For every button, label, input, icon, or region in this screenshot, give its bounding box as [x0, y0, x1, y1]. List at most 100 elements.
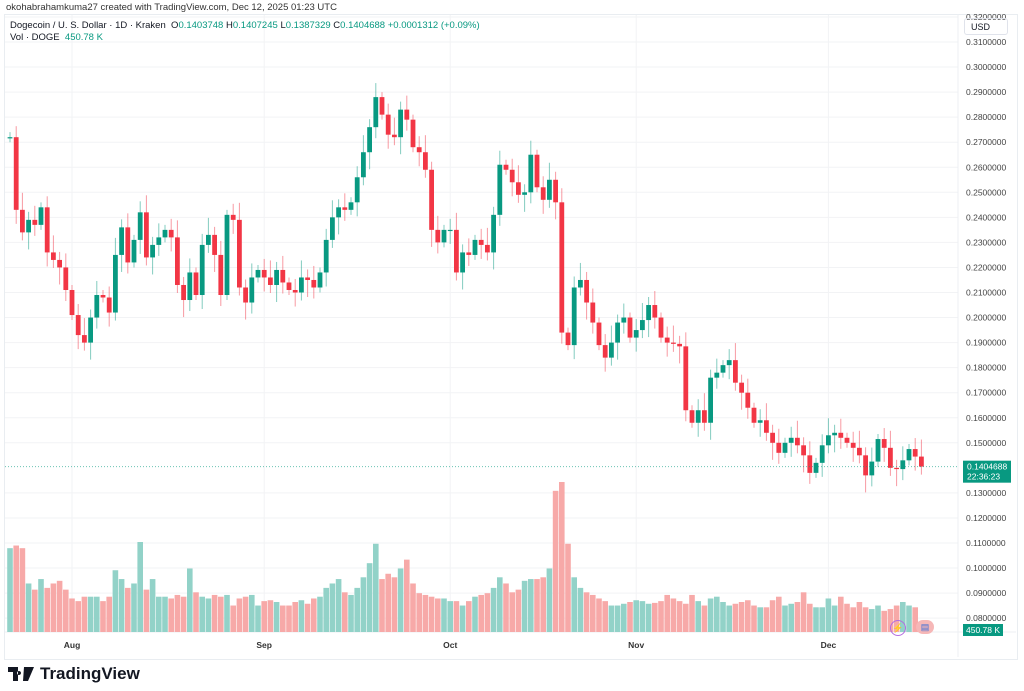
y-tick-label: 0.2300000: [966, 237, 1006, 247]
candle: [181, 276, 186, 318]
us-flag-icon[interactable]: ▤: [916, 620, 934, 634]
candle-body: [485, 244, 490, 253]
candle: [423, 135, 428, 178]
low-value: 0.1387329: [285, 20, 331, 31]
candle-body: [857, 447, 862, 456]
candle: [888, 430, 893, 476]
volume-bar: [596, 598, 602, 632]
candle-body: [664, 337, 670, 343]
candle-body: [881, 439, 887, 448]
low-label: L: [280, 20, 286, 31]
volume-bar: [131, 583, 137, 632]
candle: [863, 447, 868, 493]
candle-body: [150, 244, 155, 258]
candle: [447, 218, 453, 244]
volume-bar: [168, 598, 174, 632]
candle-body: [69, 289, 75, 316]
volume-bar: [342, 592, 348, 632]
candle: [206, 217, 211, 253]
candle-body: [63, 267, 69, 290]
y-tick-label: 0.3100000: [966, 37, 1006, 47]
candle-body: [13, 137, 19, 210]
candle-body: [621, 317, 627, 323]
candle-body: [361, 152, 366, 178]
volume-bar: [236, 598, 243, 632]
candle-body: [751, 407, 757, 423]
volume-bar: [397, 568, 404, 632]
candle-body: [838, 432, 844, 438]
volume-bar: [385, 573, 391, 632]
candle: [63, 253, 69, 302]
candle: [224, 209, 230, 301]
candle: [807, 441, 813, 484]
candle: [44, 196, 50, 267]
candle: [652, 290, 658, 329]
volume-bar: [683, 603, 689, 632]
candle-body: [168, 229, 174, 238]
volume-bar: [193, 592, 199, 632]
candle-body: [144, 212, 149, 258]
candle: [311, 265, 317, 299]
candle: [460, 244, 465, 290]
currency-selector[interactable]: USD: [964, 18, 1008, 35]
candle-body: [826, 435, 831, 446]
volume-bar: [391, 577, 398, 632]
volume-bar: [813, 607, 819, 632]
volume-bar: [38, 579, 44, 632]
symbol-title[interactable]: Dogecoin / U. S. Dollar · 1D · Kraken: [10, 20, 166, 31]
candle-body: [243, 287, 248, 303]
candle-body: [590, 302, 596, 323]
volume-bar: [441, 598, 447, 632]
volume-bar: [100, 601, 106, 632]
candle-body: [571, 287, 577, 346]
candle: [485, 227, 490, 261]
candle-body: [795, 437, 800, 446]
volume-bar: [732, 603, 739, 632]
candle: [677, 335, 682, 364]
candle: [540, 176, 546, 214]
last-price-value: 0.1404688: [967, 462, 1007, 472]
change-value: +0.0001312 (+0.09%): [387, 20, 480, 31]
candle-body: [199, 244, 205, 296]
y-tick-label: 0.1500000: [966, 438, 1006, 448]
candle-body: [330, 217, 335, 240]
volume-bar: [763, 607, 770, 632]
candle-body: [410, 119, 416, 148]
x-tick-label: Sep: [256, 640, 272, 650]
volume-bar: [577, 587, 584, 632]
volume-bar: [540, 577, 546, 632]
y-tick-label: 0.1000000: [966, 563, 1006, 573]
candle-body: [447, 229, 453, 232]
volume-bar: [838, 596, 844, 632]
candle-body: [119, 227, 124, 255]
chart-legend: Dogecoin / U. S. Dollar · 1D · Kraken O0…: [10, 20, 480, 44]
volume-bar: [875, 605, 881, 632]
volume-bar: [143, 589, 150, 632]
candle-body: [181, 284, 186, 301]
candle: [168, 218, 174, 252]
tradingview-logo[interactable]: TradingView: [8, 664, 140, 684]
volume-bar: [218, 596, 224, 632]
candle: [392, 117, 397, 146]
candle: [733, 343, 738, 391]
candle: [113, 237, 118, 321]
candle: [26, 211, 31, 250]
volume-bar: [633, 600, 639, 632]
volume-badge: [963, 624, 1003, 636]
candle: [230, 203, 236, 234]
lightning-icon[interactable]: ⚡: [890, 620, 906, 636]
candle: [199, 233, 205, 310]
candle: [261, 258, 267, 292]
volume-bar: [503, 583, 509, 632]
volume-bar: [81, 596, 88, 632]
candle-body: [342, 207, 348, 210]
volume-bar: [360, 577, 367, 632]
y-tick-label: 0.2600000: [966, 162, 1006, 172]
volume-bar: [869, 609, 875, 632]
y-tick-label: 0.3000000: [966, 62, 1006, 72]
candle: [354, 166, 360, 217]
volume-bar: [44, 587, 50, 632]
candle-body: [429, 169, 434, 230]
candle-body: [807, 455, 813, 473]
